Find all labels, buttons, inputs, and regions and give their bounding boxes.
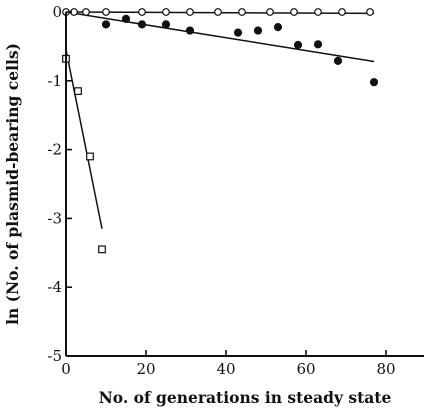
filled-circle-point	[121, 14, 131, 23]
x-tick-label: 40	[216, 360, 235, 378]
filled-circle-point	[161, 20, 171, 29]
x-ticks: 0 20 40 60 80	[61, 350, 396, 378]
y-tick-label: -5	[47, 347, 62, 365]
open-circle-point	[266, 8, 274, 16]
filled-circle-point	[137, 20, 147, 29]
filled-circle-point	[253, 26, 263, 35]
open-circle-point	[214, 8, 222, 16]
filled-circle-point	[233, 28, 243, 37]
filled-circle-point	[273, 23, 283, 32]
filled-circle-point	[313, 40, 323, 49]
open-circle-point	[186, 8, 194, 16]
data-points	[62, 8, 379, 254]
axes	[65, 12, 424, 357]
open-circle-point	[138, 8, 146, 16]
open-circle-point	[290, 8, 298, 16]
filled-circle-point	[369, 78, 379, 87]
y-tick-label: 0	[52, 3, 62, 21]
y-tick-label: -3	[47, 209, 62, 227]
x-tick-label: 60	[296, 360, 315, 378]
open-square-point	[74, 87, 82, 96]
y-tick-label: -4	[47, 278, 62, 296]
open-square-point	[98, 245, 106, 254]
y-tick-label: -2	[47, 141, 62, 159]
y-axis-title: ln (No. of plasmid-bearing cells)	[3, 43, 22, 325]
open-circle-point	[366, 8, 374, 16]
x-axis-title: No. of generations in steady state	[99, 388, 392, 407]
filled-circle-point	[333, 56, 343, 65]
y-tick-label: -1	[47, 72, 62, 90]
open-circle-point	[82, 8, 90, 16]
filled-circle-point	[101, 20, 111, 29]
x-tick-label: 20	[136, 360, 155, 378]
open-circle-point	[338, 8, 346, 16]
open-square-point	[86, 152, 94, 161]
y-ticks: 0 -1 -2 -3 -4 -5	[47, 3, 72, 365]
fit-lines	[65, 11, 375, 229]
open-circle-point	[238, 8, 246, 16]
open-circle-point	[102, 8, 110, 16]
x-tick-label: 0	[61, 360, 71, 378]
fit-line-open-square	[65, 49, 103, 229]
open-circle-point	[314, 8, 322, 16]
x-tick-label: 80	[376, 360, 395, 378]
filled-circle-point	[293, 40, 303, 50]
fit-line-filled-circle	[65, 11, 375, 63]
open-circle-point	[162, 8, 170, 16]
filled-circle-point	[185, 26, 195, 35]
